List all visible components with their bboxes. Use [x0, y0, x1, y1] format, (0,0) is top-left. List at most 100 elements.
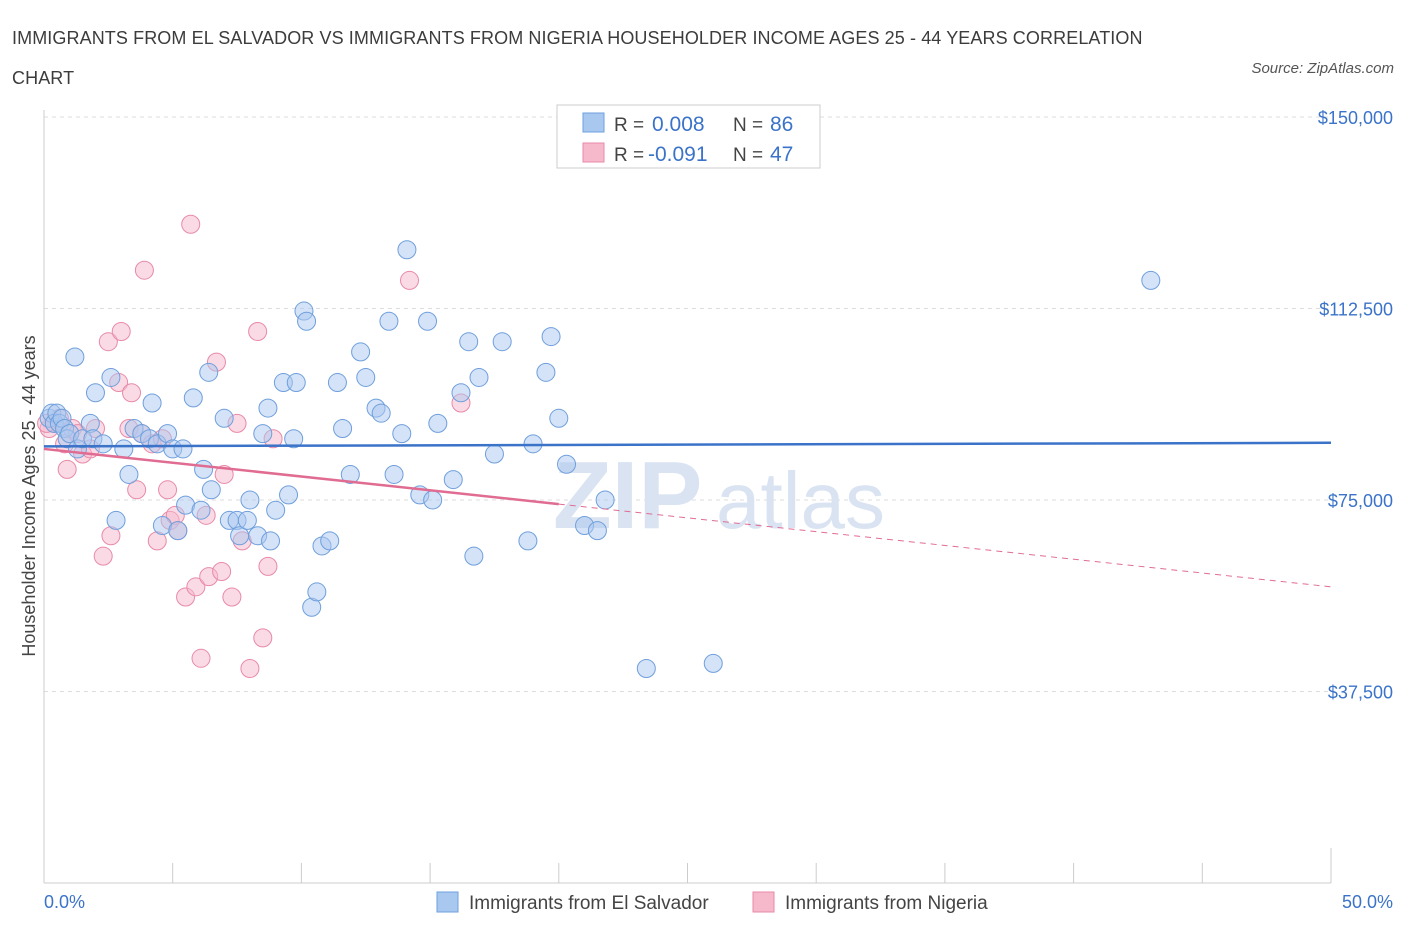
el-salvador-point-72: [443, 470, 463, 490]
el-salvador-point-90: [1141, 270, 1161, 290]
el-salvador-point-83: [549, 408, 569, 428]
el-salvador-point-69: [418, 311, 438, 331]
nigeria-point-34: [212, 561, 232, 581]
legend-r-label-blue: R =: [614, 115, 644, 136]
series-el-salvador-points: [39, 240, 1161, 679]
el-salvador-point-29: [173, 439, 193, 459]
el-salvador-point-78: [492, 332, 512, 352]
legend-n-value-blue: 86: [770, 113, 793, 136]
nigeria-point-40: [248, 321, 268, 341]
el-salvador-point-71: [428, 413, 448, 433]
el-salvador-point-59: [340, 464, 360, 484]
el-salvador-point-52: [297, 311, 317, 331]
el-salvador-point-60: [351, 342, 371, 362]
el-salvador-point-50: [286, 373, 306, 393]
nigeria-point-36: [222, 587, 242, 607]
y-tick-labels: $150,000 $112,500 $75,000 $37,500: [1318, 108, 1393, 703]
watermark-atlas: atlas: [716, 456, 885, 545]
el-salvador-point-67: [397, 240, 417, 260]
nigeria-point-30: [191, 648, 211, 668]
el-salvador-point-18: [114, 439, 134, 459]
chart-title: IMMIGRANTS FROM EL SALVADOR VS IMMIGRANT…: [12, 28, 1143, 88]
legend-n-value-pink: 47: [770, 143, 793, 166]
el-salvador-point-40: [237, 510, 257, 530]
el-salvador-trend-line: [43, 441, 1332, 448]
el-salvador-point-44: [258, 398, 278, 418]
gridlines: [44, 116, 1331, 692]
nigeria-point-14: [111, 321, 131, 341]
el-salvador-point-81: [536, 362, 556, 382]
el-salvador-point-28: [168, 521, 188, 541]
legend-swatch-blue: [582, 112, 605, 133]
el-salvador-point-19: [119, 464, 139, 484]
nigeria-point-10: [93, 546, 113, 566]
el-salvador-point-64: [379, 311, 399, 331]
nigeria-point-19: [134, 260, 154, 280]
el-salvador-point-79: [518, 531, 538, 551]
el-salvador-point-66: [392, 424, 412, 444]
el-salvador-point-84: [557, 454, 577, 474]
nigeria-point-44: [400, 270, 420, 290]
legend-swatch-nigeria: [752, 891, 775, 913]
el-salvador-point-36: [214, 408, 234, 428]
nigeria-point-29: [186, 577, 206, 597]
el-salvador-point-33: [194, 459, 214, 479]
el-salvador-point-15: [93, 434, 113, 454]
el-salvador-point-17: [106, 510, 126, 530]
el-salvador-point-35: [201, 480, 221, 500]
nigeria-point-41: [253, 628, 273, 648]
el-salvador-point-86: [587, 521, 607, 541]
nigeria-point-16: [122, 383, 142, 403]
y-tick-label-0: $150,000: [1318, 108, 1393, 128]
el-salvador-point-41: [240, 490, 260, 510]
legend-label-nigeria: Immigrants from Nigeria: [785, 893, 988, 914]
el-salvador-point-70: [423, 490, 443, 510]
nigeria-trend-line: [43, 447, 559, 506]
el-salvador-point-54: [307, 582, 327, 602]
el-salvador-point-74: [459, 332, 479, 352]
legend-r-value-blue: 0.008: [652, 113, 705, 136]
legend-n-label-pink: N =: [733, 145, 763, 166]
chart-source: Source: ZipAtlas.com: [1251, 60, 1394, 77]
el-salvador-point-31: [183, 388, 203, 408]
el-salvador-point-63: [371, 403, 391, 423]
watermark-zip: ZIP: [553, 442, 702, 549]
correlation-legend: R = 0.008 N = 86 R = -0.091 N = 47: [556, 104, 821, 169]
x-tick-label-min: 0.0%: [44, 892, 85, 912]
el-salvador-point-65: [384, 464, 404, 484]
el-salvador-point-57: [327, 373, 347, 393]
el-salvador-point-32: [191, 500, 211, 520]
el-salvador-point-87: [595, 490, 615, 510]
nigeria-trend-line-extension: [558, 503, 1332, 588]
x-tick-marks: [43, 848, 1332, 883]
series-legend: Immigrants from El Salvador Immigrants f…: [436, 891, 988, 914]
el-salvador-point-58: [333, 419, 353, 439]
el-salvador-point-14: [85, 383, 105, 403]
el-salvador-point-75: [464, 546, 484, 566]
legend-r-value-pink: -0.091: [648, 143, 708, 166]
trend-lines: [43, 441, 1332, 588]
el-salvador-point-46: [266, 500, 286, 520]
el-salvador-point-45: [261, 531, 281, 551]
nigeria-point-17: [127, 480, 147, 500]
nigeria-point-28: [181, 214, 201, 234]
el-salvador-point-61: [356, 367, 376, 387]
nigeria-point-11: [98, 332, 118, 352]
legend-label-el-salvador: Immigrants from El Salvador: [469, 893, 709, 914]
legend-swatch-pink: [582, 142, 605, 163]
nigeria-point-23: [158, 480, 178, 500]
legend-n-label-blue: N =: [733, 115, 763, 136]
el-salvador-point-34: [199, 362, 219, 382]
el-salvador-point-88: [636, 659, 656, 679]
y-tick-label-3: $37,500: [1328, 683, 1393, 703]
legend-swatch-el-salvador: [436, 891, 459, 913]
el-salvador-point-16: [101, 367, 121, 387]
legend-r-label-pink: R =: [614, 145, 644, 166]
y-tick-label-2: $75,000: [1328, 491, 1393, 511]
nigeria-point-42: [258, 556, 278, 576]
el-salvador-point-82: [541, 327, 561, 347]
el-salvador-point-9: [65, 347, 85, 367]
el-salvador-point-43: [253, 424, 273, 444]
el-salvador-point-73: [451, 383, 471, 403]
